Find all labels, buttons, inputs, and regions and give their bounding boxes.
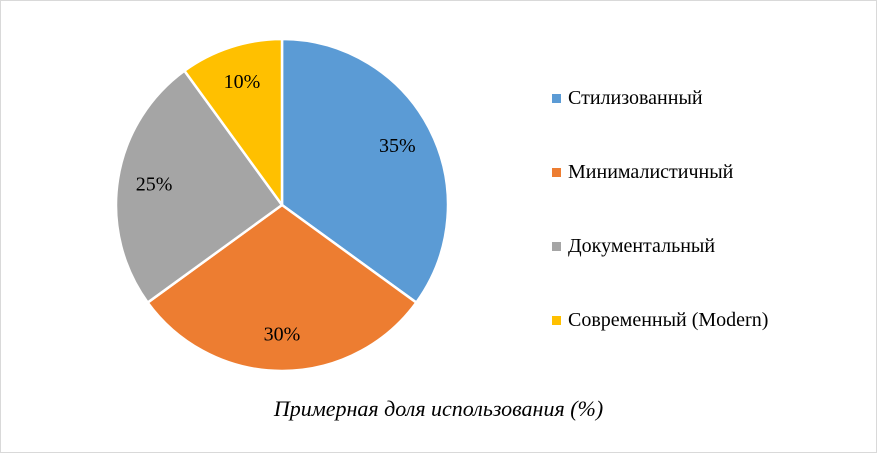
legend-swatch-4 — [552, 315, 561, 325]
legend-item-2: Минималистичный — [552, 158, 733, 186]
pie-data-label-2: 30% — [264, 323, 301, 345]
legend-label-3: Документальный — [568, 234, 716, 257]
pie-data-label-4: 10% — [224, 71, 261, 93]
legend-item-1: Стилизованный — [552, 84, 703, 112]
legend-swatch-2 — [552, 167, 561, 177]
legend-item-4: Современный (Modern) — [552, 306, 768, 334]
pie-slice-2 — [146, 203, 418, 373]
pie-slices — [114, 37, 450, 373]
pie-data-labels: 35% 30% 25% 10% — [136, 71, 416, 346]
legend-label-4: Современный (Modern) — [568, 308, 769, 331]
legend-item-3: Документальный — [552, 232, 715, 260]
pie-data-label-1: 35% — [379, 135, 416, 157]
legend-swatch-3 — [552, 241, 561, 251]
legend-swatch-1 — [552, 93, 561, 103]
pie-slice-3 — [114, 69, 284, 304]
chart-caption: Примерная доля использования (%) — [273, 396, 604, 421]
pie-slice-1 — [280, 37, 450, 304]
legend-label-1: Стилизованный — [568, 86, 703, 109]
pie-data-label-3: 25% — [136, 174, 173, 196]
legend-label-2: Минималистичный — [568, 160, 734, 183]
pie-slice-4 — [183, 37, 284, 207]
